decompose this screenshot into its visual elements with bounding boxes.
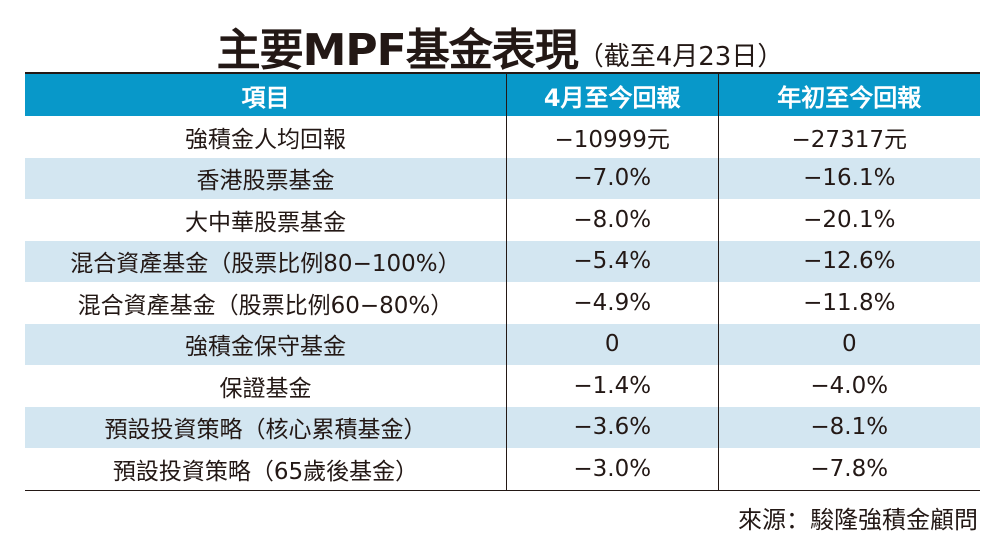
page-title: 主要MPF基金表現（截至4月23日） <box>0 14 1000 78</box>
source-note: 來源：駿隆強積金顧問 <box>738 506 978 534</box>
fund-name-cell: 香港股票基金 <box>25 157 507 199</box>
table-row: 預設投資策略（核心累積基金） −3.6% −8.1% <box>25 406 980 448</box>
table-row: 混合資產基金（股票比例60−80%） −4.9% −11.8% <box>25 282 980 324</box>
ytd-return-cell: −27317元 <box>717 116 980 158</box>
title-main: 主要MPF基金表現 <box>216 25 579 76</box>
mpf-fund-table: 項目 4月至今回報 年初至今回報 強積金人均回報 −10999元 −27317元 香港… <box>25 72 980 491</box>
fund-name-cell: 混合資產基金（股票比例80−100%） <box>25 240 507 282</box>
april-return-cell: −1.4% <box>505 365 719 407</box>
april-return-cell: −10999元 <box>505 116 719 158</box>
ytd-return-cell: −8.1% <box>717 406 980 448</box>
april-return-cell: −7.0% <box>505 157 719 199</box>
fund-name-cell: 強積金保守基金 <box>25 323 507 365</box>
ytd-return-cell: −4.0% <box>717 365 980 407</box>
fund-name-cell: 大中華股票基金 <box>184 209 346 236</box>
table-row: 強積金人均回報 −10999元 −27317元 <box>25 116 980 158</box>
ytd-return-cell: −20.1% <box>717 199 980 241</box>
table-row: 香港股票基金 −7.0% −16.1% <box>25 157 980 199</box>
ytd-return-cell: −12.6% <box>717 240 980 282</box>
header-row: 項目 4月至今回報 年初至今回報 <box>25 73 980 116</box>
column-header-item: 項目 <box>25 73 507 116</box>
column-header-ytd-return: 年初至今回報 <box>717 73 980 116</box>
title-date: （截至4月23日） <box>577 42 784 72</box>
april-return-cell: 0 <box>505 323 719 365</box>
table-row: 預設投資策略（65歲後基金） −3.0% −7.8% <box>25 448 980 491</box>
table-row: 大中華股票基金 −8.0% −20.1% <box>25 199 980 241</box>
fund-name-cell: 保證基金 <box>219 375 312 402</box>
ytd-return-cell: −7.8% <box>717 448 980 491</box>
april-return-cell: −5.4% <box>505 240 719 282</box>
fund-name-cell: 預設投資策略（核心累積基金） <box>25 406 507 448</box>
fund-name-cell: 混合資產基金（股票比例60−80%） <box>77 292 454 319</box>
april-return-cell: −3.6% <box>505 406 719 448</box>
april-return-cell: −4.9% <box>505 282 719 324</box>
april-return-cell: −8.0% <box>505 199 719 241</box>
table-row: 強積金保守基金 0 0 <box>25 323 980 365</box>
fund-name-cell: 強積金人均回報 <box>184 126 346 153</box>
table-row: 保證基金 −1.4% −4.0% <box>25 365 980 407</box>
ytd-return-cell: −11.8% <box>717 282 980 324</box>
table-row: 混合資產基金（股票比例80−100%） −5.4% −12.6% <box>25 240 980 282</box>
april-return-cell: −3.0% <box>505 448 719 491</box>
column-header-april-return: 4月至今回報 <box>505 73 719 116</box>
ytd-return-cell: −16.1% <box>717 157 980 199</box>
fund-name-cell: 預設投資策略（65歲後基金） <box>25 448 507 491</box>
ytd-return-cell: 0 <box>717 323 980 365</box>
